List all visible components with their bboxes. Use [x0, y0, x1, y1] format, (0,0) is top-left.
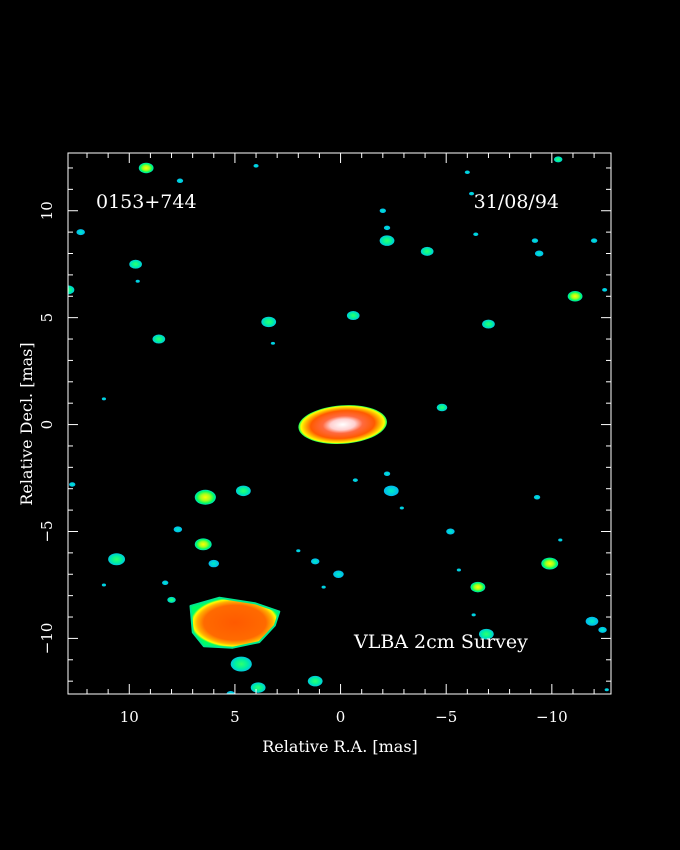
noise-patch-2	[253, 164, 259, 168]
noise-patch-4	[129, 259, 142, 269]
x-tick-label: −10	[536, 708, 568, 726]
noise-patch-55	[585, 616, 599, 626]
noise-patch-10	[346, 311, 360, 321]
noise-patch-33	[108, 553, 126, 566]
y-tick-label: 0	[38, 420, 56, 430]
noise-patch-46	[399, 506, 404, 510]
core-component	[298, 405, 387, 445]
epoch-label: 31/08/94	[474, 191, 559, 213]
y-tick-label: −5	[38, 520, 56, 542]
x-tick-label: −5	[435, 708, 457, 726]
source-name-label: 0153+744	[96, 191, 197, 213]
noise-patch-21	[590, 238, 598, 243]
noise-patch-27	[69, 482, 76, 487]
noise-patch-7	[152, 334, 166, 344]
noise-patch-30	[173, 526, 183, 533]
noise-patch-29	[235, 485, 251, 497]
x-axis-tick-labels: 10 5 0 −5 −10	[120, 708, 568, 726]
noise-patch-28	[194, 489, 216, 505]
noise-patch-57	[604, 688, 609, 692]
noise-patch-45	[383, 485, 399, 497]
x-tick-label: 5	[230, 708, 240, 726]
noise-patch-0	[138, 162, 154, 174]
noise-patch-1	[176, 178, 184, 184]
x-tick-label: 0	[336, 708, 346, 726]
survey-label: VLBA 2cm Survey	[353, 631, 528, 653]
noise-patch-17	[473, 232, 479, 237]
noise-patch-58	[307, 675, 323, 687]
y-axis-tick-labels: 10 5 0 −5 −10	[38, 201, 56, 654]
noise-patch-49	[470, 581, 486, 593]
noise-patch-50	[471, 613, 476, 617]
noise-patch-59	[226, 691, 235, 694]
noise-patch-24	[482, 319, 495, 329]
noise-patch-47	[446, 528, 455, 535]
noise-patch-6	[68, 285, 75, 295]
noise-patch-22	[567, 291, 583, 302]
noise-patch-15	[464, 170, 470, 175]
y-tick-label: −10	[38, 623, 56, 655]
noise-patch-9	[270, 341, 276, 345]
noise-patch-16	[469, 191, 475, 196]
noise-patch-53	[541, 557, 559, 570]
noise-patch-51	[478, 628, 494, 640]
noise-patch-38	[250, 682, 266, 693]
noise-patch-31	[194, 538, 212, 551]
intensity-map	[68, 156, 609, 694]
noise-patch-20	[553, 156, 563, 163]
noise-patch-14	[420, 246, 434, 256]
noise-patch-8	[261, 316, 277, 328]
noise-patch-48	[456, 568, 461, 572]
noise-patch-18	[531, 238, 539, 243]
noise-patch-5	[135, 279, 140, 283]
noise-patch-13	[379, 235, 395, 246]
noise-patch-40	[310, 558, 320, 565]
x-axis-label: Relative R.A. [mas]	[262, 737, 418, 756]
noise-patch-37	[230, 656, 252, 672]
noise-patch-52	[533, 495, 541, 500]
secondary-component	[189, 596, 281, 649]
noise-patch-36	[167, 596, 176, 603]
noise-patch-34	[101, 583, 107, 587]
noise-patch-39	[296, 549, 301, 553]
plot-frame	[67, 152, 612, 695]
axis-ticks	[68, 153, 611, 694]
noise-patch-23	[602, 288, 608, 292]
noise-patch-12	[383, 225, 391, 231]
x-tick-label: 10	[120, 708, 139, 726]
noise-patch-42	[321, 585, 326, 589]
y-tick-label: 10	[38, 201, 56, 220]
noise-patch-26	[101, 397, 107, 401]
y-tick-label: 5	[38, 313, 56, 323]
noise-patch-43	[352, 478, 358, 482]
noise-patch-11	[379, 208, 386, 213]
noise-patch-19	[534, 250, 544, 257]
noise-patch-3	[76, 229, 85, 236]
noise-patch-35	[162, 580, 169, 586]
noise-patch-44	[383, 471, 391, 476]
noise-patch-54	[558, 538, 563, 542]
noise-patch-25	[436, 403, 448, 412]
y-axis-label: Relative Decl. [mas]	[17, 342, 36, 505]
noise-patch-41	[333, 570, 344, 578]
noise-patch-32	[208, 559, 220, 568]
noise-patch-56	[598, 626, 607, 633]
